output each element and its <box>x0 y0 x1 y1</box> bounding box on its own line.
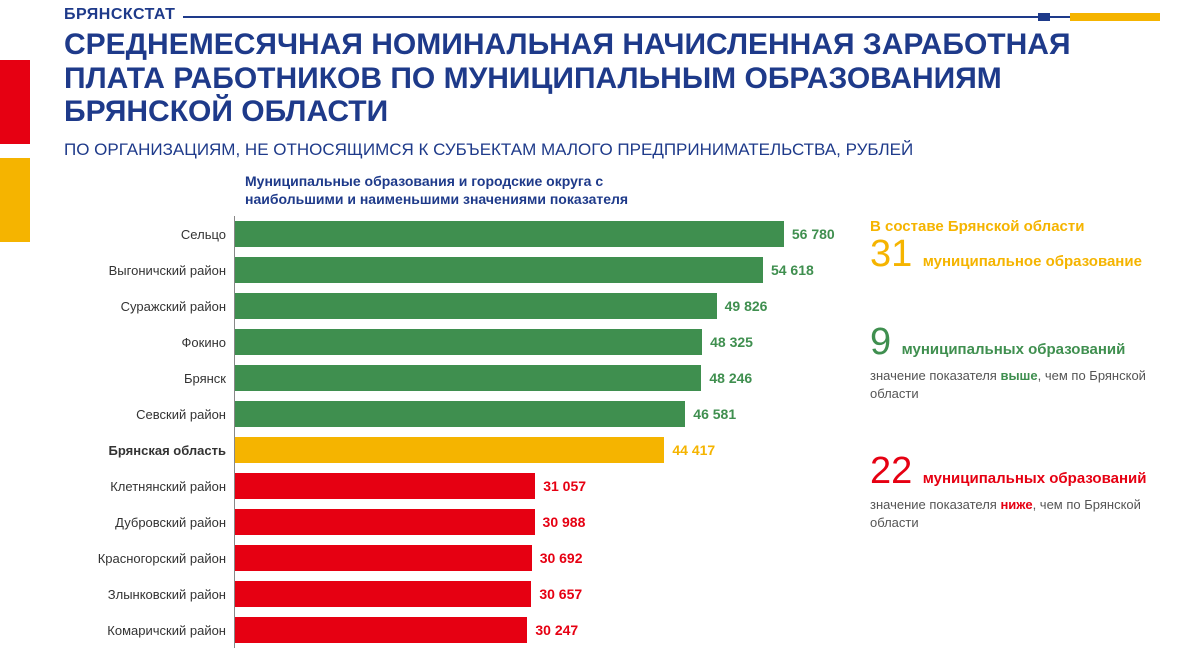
bar <box>235 581 531 607</box>
side-panel: В составе Брянской области 31 муниципаль… <box>870 218 1160 581</box>
bar-row: Клетнянский район 31 057 <box>64 468 824 504</box>
brand-label: БРЯНСКСТАТ <box>64 6 183 24</box>
bar <box>235 257 763 283</box>
bar-value: 54 618 <box>763 262 814 278</box>
bar-label: Красногорский район <box>64 551 234 566</box>
bar-row: Дубровский район 30 988 <box>64 504 824 540</box>
bar-track: 56 780 <box>234 216 824 252</box>
bar-row: Брянск 48 246 <box>64 360 824 396</box>
bar-row: Севский район 46 581 <box>64 396 824 432</box>
bar-row: Комаричский район 30 247 <box>64 612 824 648</box>
salary-bar-chart: Сельцо56 780Выгоничский район54 618Сураж… <box>64 216 824 648</box>
bar-track: 49 826 <box>234 288 824 324</box>
bar-label: Злынковский район <box>64 587 234 602</box>
bar-value: 30 692 <box>532 550 583 566</box>
bar-row: Сельцо56 780 <box>64 216 824 252</box>
bar-label: Сельцо <box>64 227 234 242</box>
bar-row: Брянская область 44 417 <box>64 432 824 468</box>
stat-below-after: муниципальных образований <box>923 470 1147 487</box>
stat-above: 9 муниципальных образований значение пок… <box>870 323 1160 402</box>
stat-total: В составе Брянской области 31 муниципаль… <box>870 218 1160 273</box>
bar-value: 56 780 <box>784 226 835 242</box>
stat-below-desc: значение показателя ниже, чем по Брянско… <box>870 496 1160 531</box>
stat-below-desc-em: ниже <box>1000 497 1032 512</box>
stat-above-number: 9 <box>870 323 891 361</box>
bar-label: Комаричский район <box>64 623 234 638</box>
bar-value: 30 247 <box>527 622 578 638</box>
bar-label: Суражский район <box>64 299 234 314</box>
bar-label: Клетнянский район <box>64 479 234 494</box>
bar-value: 48 246 <box>701 370 752 386</box>
stat-above-desc-em: выше <box>1000 368 1037 383</box>
bar <box>235 617 527 643</box>
bar-row: Выгоничский район 54 618 <box>64 252 824 288</box>
bar <box>235 293 717 319</box>
bar-track: 54 618 <box>234 252 824 288</box>
bar-track: 44 417 <box>234 432 824 468</box>
bar-track: 46 581 <box>234 396 824 432</box>
bar-value: 30 657 <box>531 586 582 602</box>
bar-row: Фокино 48 325 <box>64 324 824 360</box>
bar <box>235 365 701 391</box>
bar-value: 30 988 <box>535 514 586 530</box>
stat-total-lead: В составе Брянской области <box>870 218 1160 235</box>
side-accent-red <box>0 60 30 144</box>
bar-label: Дубровский район <box>64 515 234 530</box>
page-title: СРЕДНЕМЕСЯЧНАЯ НОМИНАЛЬНАЯ НАЧИСЛЕННАЯ З… <box>64 28 1160 129</box>
stat-above-desc-pre: значение показателя <box>870 368 1000 383</box>
bar-track: 30 692 <box>234 540 824 576</box>
bar <box>235 473 535 499</box>
bar <box>235 401 685 427</box>
bar-track: 30 247 <box>234 612 824 648</box>
bar-value: 31 057 <box>535 478 586 494</box>
bar-label: Фокино <box>64 335 234 350</box>
bar-track: 48 325 <box>234 324 824 360</box>
bar-row: Красногорский район 30 692 <box>64 540 824 576</box>
bar <box>235 545 532 571</box>
bar <box>235 221 784 247</box>
bar <box>235 509 535 535</box>
page-subtitle: ПО ОРГАНИЗАЦИЯМ, НЕ ОТНОСЯЩИМСЯ К СУБЪЕК… <box>64 140 1160 160</box>
bar-label: Севский район <box>64 407 234 422</box>
header-rule <box>64 16 1160 18</box>
stat-above-desc: значение показателя выше, чем по Брянско… <box>870 367 1160 402</box>
bar-label: Брянск <box>64 371 234 386</box>
bar-value: 46 581 <box>685 406 736 422</box>
stat-below: 22 муниципальных образований значение по… <box>870 452 1160 531</box>
bar-track: 30 988 <box>234 504 824 540</box>
bar-label: Брянская область <box>64 443 234 458</box>
chart-title: Муниципальные образования и городские ок… <box>245 172 665 208</box>
side-accent-yellow <box>0 158 30 242</box>
bar-track: 30 657 <box>234 576 824 612</box>
stat-below-desc-pre: значение показателя <box>870 497 1000 512</box>
header-accent-yellow <box>1070 13 1160 21</box>
stat-below-number: 22 <box>870 452 912 490</box>
bar-track: 31 057 <box>234 468 824 504</box>
bar-value: 44 417 <box>664 442 715 458</box>
bar-track: 48 246 <box>234 360 824 396</box>
stat-total-after: муниципальное образование <box>923 253 1142 270</box>
bar-value: 49 826 <box>717 298 768 314</box>
header-accent-blue <box>1038 13 1050 21</box>
bar-row: Злынковский район 30 657 <box>64 576 824 612</box>
stat-total-number: 31 <box>870 235 912 273</box>
bar <box>235 329 702 355</box>
bar-label: Выгоничский район <box>64 263 234 278</box>
bar-row: Суражский район 49 826 <box>64 288 824 324</box>
bar <box>235 437 664 463</box>
bar-value: 48 325 <box>702 334 753 350</box>
stat-above-after: муниципальных образований <box>902 341 1126 358</box>
